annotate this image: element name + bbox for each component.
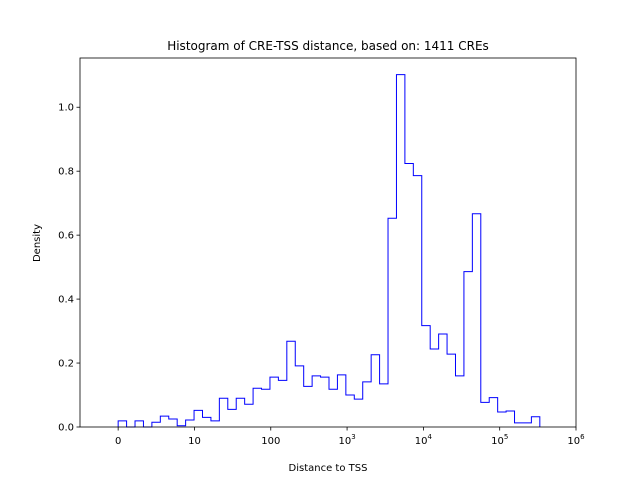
- histogram-bin: [489, 398, 497, 427]
- histogram-bin: [422, 326, 430, 427]
- histogram-bin: [380, 384, 388, 427]
- histogram-bin: [304, 386, 312, 427]
- histogram-bin: [481, 402, 489, 427]
- y-tick-label: 0.2: [58, 359, 74, 370]
- histogram-bin: [498, 412, 506, 427]
- histogram-bin: [202, 417, 210, 427]
- y-tick-label: 0.0: [58, 423, 74, 434]
- histogram-bin: [295, 366, 303, 427]
- histogram-bin: [186, 420, 194, 427]
- x-tick-label: 100: [261, 436, 280, 447]
- histogram-bin: [396, 75, 404, 427]
- x-tick-label: 10: [188, 436, 201, 447]
- histogram-bin: [211, 421, 219, 427]
- histogram-bin: [135, 421, 143, 427]
- histogram-bin: [439, 334, 447, 427]
- histogram-bin: [523, 423, 531, 427]
- histogram-bin: [262, 389, 270, 427]
- histogram-bin: [228, 409, 236, 427]
- histogram-bin: [413, 176, 421, 427]
- x-tick-label: 105: [491, 433, 508, 447]
- x-tick-label: 0: [115, 436, 121, 447]
- histogram-step-line: [117, 74, 541, 428]
- histogram-bins: [118, 75, 540, 427]
- histogram-bin: [472, 214, 480, 427]
- histogram-bin: [219, 398, 227, 427]
- plot-frame: [79, 57, 577, 428]
- histogram-bin: [236, 398, 244, 427]
- x-tick-label: 103: [338, 433, 355, 447]
- histogram-bin: [253, 388, 261, 427]
- histogram-bin: [455, 376, 463, 427]
- histogram-bin: [118, 421, 126, 427]
- y-axis-label: Density: [32, 224, 43, 262]
- histogram-bin: [169, 419, 177, 427]
- y-tick-label: 0.8: [58, 167, 74, 178]
- histogram-bin: [515, 423, 523, 427]
- histogram-bin: [447, 354, 455, 427]
- histogram-bin: [152, 422, 160, 427]
- histogram-bin: [160, 416, 168, 427]
- y-tick-label: 0.6: [58, 231, 74, 242]
- histogram-bin: [337, 375, 345, 427]
- histogram-bin: [430, 349, 438, 427]
- histogram-bin: [354, 399, 362, 427]
- y-tick-label: 1.0: [58, 103, 74, 114]
- histogram-bin: [312, 376, 320, 427]
- x-tick-label: 104: [415, 433, 433, 447]
- x-axis-label: Distance to TSS: [289, 463, 368, 474]
- histogram-bin: [270, 377, 278, 427]
- histogram-bin: [371, 355, 379, 427]
- histogram-bin: [346, 395, 354, 427]
- histogram-bin: [329, 389, 337, 427]
- histogram-bin: [531, 417, 539, 427]
- histogram-bin: [388, 218, 396, 427]
- histogram-bin: [278, 380, 286, 427]
- histogram-bin: [405, 164, 413, 427]
- histogram-bin: [245, 404, 253, 427]
- y-tick-label: 0.4: [58, 295, 74, 306]
- histogram-bin: [321, 377, 329, 427]
- axis-ticks: 0 10 100 103 104 105 106 0.0 0.2 0.4 0.6 0.8 1.0: [58, 103, 585, 447]
- histogram-bin: [194, 410, 202, 427]
- histogram-bin: [464, 272, 472, 427]
- histogram-bin: [363, 382, 371, 427]
- x-tick-label: 106: [567, 433, 585, 447]
- chart-title: Histogram of CRE-TSS distance, based on:…: [167, 39, 489, 53]
- histogram-bin: [506, 411, 514, 427]
- histogram-bin: [287, 341, 295, 427]
